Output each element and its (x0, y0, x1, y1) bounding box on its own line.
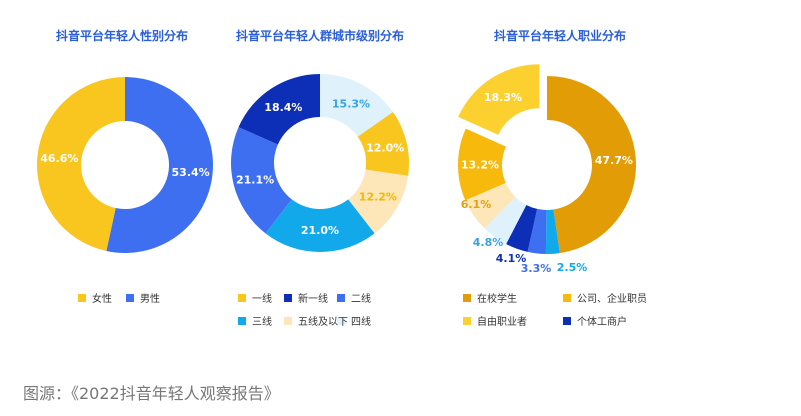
slice-label: 53.4% (172, 166, 210, 179)
source-caption: 图源：《2022抖音年轻人观察报告》 (23, 384, 280, 403)
legend-label: 五线及以下 (298, 315, 348, 328)
legend-label: 女性 (92, 292, 112, 305)
slice-label: 12.0% (366, 142, 404, 155)
slice-s4 (465, 182, 516, 229)
slice-label: 12.2% (359, 191, 397, 204)
slice-s1 (238, 74, 320, 145)
legend-swatch (284, 294, 292, 302)
slice-label: 13.2% (461, 159, 499, 172)
slice-s3 (506, 204, 538, 252)
legend-label: 四线 (351, 315, 371, 328)
slice-label: 46.6% (40, 152, 78, 165)
legend-label: 男性 (140, 292, 160, 305)
chart-title: 抖音平台年轻人职业分布 (494, 28, 626, 43)
slice-label: 6.1% (461, 198, 492, 211)
slice-label: 18.4% (264, 101, 302, 114)
legend-swatch (126, 294, 134, 302)
legend-swatch (337, 317, 345, 325)
legend-swatch (238, 317, 246, 325)
slice-s1 (458, 128, 506, 201)
legend-label: 三线 (252, 315, 272, 328)
chart-title: 抖音平台年轻人性别分布 (56, 28, 188, 43)
legend-label: 自由职业者 (477, 315, 527, 328)
slice-s6 (527, 208, 547, 254)
chart-title: 抖音平台年轻人群城市级别分布 (236, 28, 404, 43)
legend-swatch (463, 294, 471, 302)
slice-s3 (265, 199, 375, 252)
legend-swatch (238, 294, 246, 302)
slice-s5 (484, 197, 527, 245)
legend-label: 在校学生 (477, 292, 517, 305)
legend-label: 一线 (252, 292, 272, 305)
slice-s1 (106, 77, 213, 253)
legend-swatch (563, 317, 571, 325)
slice-s5 (348, 169, 409, 234)
legend-label: 二线 (351, 292, 371, 305)
legend-swatch (337, 294, 345, 302)
slice-label: 4.8% (473, 236, 504, 249)
legend-label: 个体工商户 (577, 315, 627, 328)
slice-s2 (231, 127, 292, 234)
slice-label: 15.3% (332, 98, 370, 111)
legend-swatch (78, 294, 86, 302)
legend-swatch (563, 294, 571, 302)
slice-label: 47.7% (595, 154, 633, 167)
slice-label: 4.1% (496, 252, 527, 265)
legend-swatch (463, 317, 471, 325)
donut-chart-1: 抖音平台年轻人性别分布 53.4% 46.6% 女性 男性 (36, 28, 213, 305)
slice-s0 (547, 76, 637, 254)
slice-label: 21.1% (236, 173, 274, 186)
legend-swatch (284, 317, 292, 325)
slice-label: 3.3% (521, 262, 552, 275)
donut-chart-2: 抖音平台年轻人群城市级别分布 15.3% 12.0% 12.2% 21.0% 21.1% 1… (231, 28, 409, 328)
slice-label: 21.0% (301, 224, 339, 237)
slice-label: 18.3% (484, 91, 522, 104)
donut-chart-3: 抖音平台年轻人职业分布 47.7% 2.5% 3.3%4.1% 4.8% 6.1% 13.2… (458, 28, 647, 328)
slice-s0 (36, 77, 126, 251)
legend-label: 新一线 (298, 292, 328, 305)
slice-s2 (458, 64, 540, 135)
slice-s7 (545, 209, 560, 254)
slice-label: 2.5% (557, 261, 588, 274)
slice-s4 (320, 74, 393, 137)
slice-s0 (357, 112, 409, 176)
legend-label: 公司、企业职员 (577, 292, 647, 305)
